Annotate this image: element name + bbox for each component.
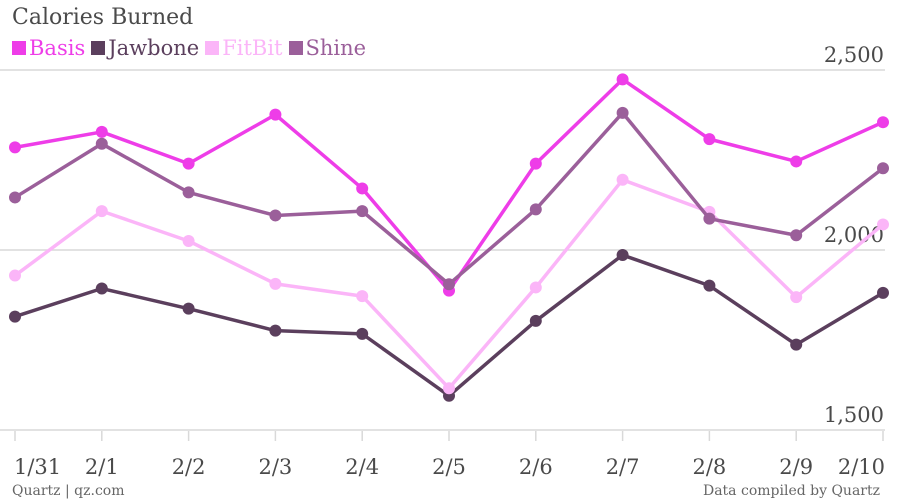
data-point-basis bbox=[9, 141, 21, 154]
legend-label: Jawbone bbox=[108, 36, 200, 60]
data-point-jawbone bbox=[529, 314, 542, 327]
x-tick-label: 1/31 bbox=[14, 455, 61, 479]
data-point-fitbit bbox=[616, 173, 629, 186]
data-note: Data compiled by Quartz bbox=[702, 483, 880, 499]
data-point-basis bbox=[95, 125, 108, 138]
y-tick-label: 2,500 bbox=[824, 43, 884, 67]
legend-item-fitbit: FitBit bbox=[205, 36, 283, 60]
data-point-jawbone bbox=[182, 302, 195, 315]
data-point-shine bbox=[269, 209, 282, 222]
legend-swatch bbox=[12, 41, 26, 55]
source-credit: Quartz | qz.com bbox=[12, 483, 125, 499]
legend-item-jawbone: Jawbone bbox=[91, 36, 199, 60]
data-point-shine bbox=[182, 186, 195, 199]
data-point-basis bbox=[790, 155, 803, 168]
data-point-shine bbox=[443, 278, 455, 291]
x-tick-label: 2/3 bbox=[259, 455, 293, 479]
data-point-fitbit bbox=[877, 218, 889, 231]
y-tick-label: 1,500 bbox=[824, 403, 884, 427]
legend-label: FitBit bbox=[222, 36, 283, 60]
data-point-shine bbox=[790, 229, 803, 242]
data-point-basis bbox=[182, 157, 195, 170]
data-point-fitbit bbox=[9, 269, 21, 282]
data-point-fitbit bbox=[182, 235, 195, 247]
x-tick-label: 2/1 bbox=[85, 455, 119, 479]
data-point-fitbit bbox=[529, 281, 542, 294]
data-point-jawbone bbox=[790, 338, 803, 351]
legend-swatch bbox=[205, 41, 220, 55]
x-tick-label: 2/5 bbox=[432, 455, 466, 479]
data-point-fitbit bbox=[356, 290, 369, 303]
data-point-jawbone bbox=[877, 286, 889, 299]
x-tick-label: 2/10 bbox=[838, 455, 885, 479]
data-point-jawbone bbox=[616, 249, 629, 262]
legend-label: Basis bbox=[29, 36, 86, 60]
data-point-shine bbox=[703, 212, 716, 225]
y-tick-label: 2,000 bbox=[824, 223, 884, 247]
legend: Basis Jawbone FitBit Shine bbox=[12, 36, 366, 60]
data-point-shine bbox=[877, 162, 889, 175]
data-point-shine bbox=[529, 203, 542, 216]
data-point-shine bbox=[95, 137, 108, 150]
data-point-jawbone bbox=[356, 327, 369, 340]
data-point-basis bbox=[269, 108, 282, 121]
legend-label: Shine bbox=[305, 36, 367, 60]
data-point-basis bbox=[529, 157, 542, 170]
series-line-jawbone bbox=[14, 253, 884, 398]
data-point-shine bbox=[616, 106, 629, 119]
data-point-basis bbox=[616, 73, 629, 86]
legend-item-shine: Shine bbox=[288, 36, 367, 60]
data-point-jawbone bbox=[703, 279, 716, 292]
series-line-basis bbox=[14, 77, 884, 293]
legend-swatch bbox=[288, 41, 303, 55]
data-point-jawbone bbox=[95, 282, 108, 295]
data-point-fitbit bbox=[95, 205, 108, 218]
data-point-fitbit bbox=[790, 291, 803, 304]
x-tick-label: 2/4 bbox=[345, 455, 379, 479]
data-point-basis bbox=[356, 182, 369, 195]
series-line-shine bbox=[14, 111, 885, 286]
data-point-basis bbox=[877, 116, 889, 129]
data-point-basis bbox=[703, 133, 716, 146]
legend-swatch bbox=[91, 41, 106, 55]
legend-item-basis: Basis bbox=[12, 36, 85, 60]
data-point-fitbit bbox=[443, 382, 455, 395]
x-tick-label: 2/7 bbox=[606, 455, 640, 479]
x-tick-label: 2/9 bbox=[779, 455, 813, 479]
data-point-shine bbox=[9, 191, 21, 204]
chart-title: Calories Burned bbox=[12, 5, 194, 30]
data-point-jawbone bbox=[269, 324, 282, 337]
data-point-fitbit bbox=[269, 277, 282, 290]
x-tick-label: 2/8 bbox=[693, 455, 727, 479]
x-tick-label: 2/6 bbox=[519, 455, 553, 479]
data-point-shine bbox=[356, 205, 369, 218]
data-point-jawbone bbox=[9, 310, 21, 323]
x-tick-label: 2/2 bbox=[172, 455, 206, 479]
